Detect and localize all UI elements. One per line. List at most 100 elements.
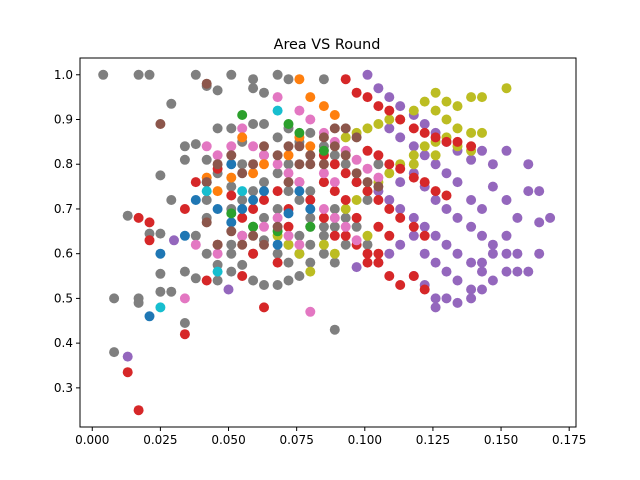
data-point (272, 150, 283, 161)
data-point (318, 159, 329, 170)
data-point (351, 212, 362, 223)
data-point (373, 248, 384, 259)
data-point (351, 221, 362, 232)
y-tick-label: 0.9 (54, 113, 73, 127)
data-point (373, 150, 384, 161)
data-point (122, 351, 133, 362)
data-point (259, 239, 269, 250)
data-point (430, 302, 441, 313)
data-point (179, 154, 190, 165)
data-point (226, 181, 237, 192)
data-point (226, 239, 237, 250)
data-point (294, 248, 305, 259)
data-point (212, 239, 223, 250)
data-point (283, 221, 294, 232)
data-point (395, 212, 406, 223)
data-point (272, 248, 283, 259)
data-point (362, 195, 373, 205)
data-point (122, 367, 133, 378)
data-point (340, 159, 351, 170)
data-point (329, 257, 340, 268)
data-point (452, 297, 463, 308)
data-point (201, 154, 212, 165)
data-point (259, 87, 269, 98)
data-point (305, 159, 316, 170)
data-point (430, 230, 441, 241)
data-point (294, 141, 305, 152)
y-tick-label: 0.7 (54, 202, 73, 216)
data-point (226, 208, 237, 219)
data-point (226, 190, 237, 201)
data-point (487, 275, 498, 286)
data-point (384, 195, 395, 205)
data-point (237, 271, 248, 281)
data-point (373, 221, 384, 232)
data-point (408, 150, 419, 161)
data-point (272, 132, 283, 143)
data-point (248, 186, 259, 197)
data-point (441, 239, 452, 250)
data-point (248, 119, 259, 129)
data-point (373, 172, 384, 183)
data-point (329, 186, 340, 197)
data-point (283, 257, 294, 268)
data-point (408, 230, 419, 241)
data-point (190, 230, 201, 241)
data-point (155, 170, 166, 181)
data-point (294, 230, 305, 241)
data-point (384, 92, 395, 103)
data-point (441, 168, 452, 179)
data-point (501, 248, 512, 259)
data-point (430, 132, 441, 143)
data-point (318, 177, 329, 188)
data-point (477, 92, 487, 103)
data-point (430, 150, 441, 161)
data-point (212, 159, 223, 170)
data-point (534, 217, 545, 228)
data-point (248, 83, 259, 94)
data-point (318, 248, 329, 259)
data-point (384, 105, 395, 116)
data-point (305, 150, 316, 161)
data-point (283, 239, 294, 250)
data-point (419, 221, 430, 232)
data-point (430, 105, 441, 116)
data-point (305, 92, 316, 103)
data-point (466, 293, 477, 304)
data-point (340, 221, 351, 232)
data-point (212, 275, 223, 286)
data-point (283, 230, 294, 241)
data-point (226, 123, 237, 134)
data-point (133, 69, 144, 80)
data-point (430, 87, 441, 98)
data-point (305, 239, 316, 250)
data-point (272, 92, 283, 103)
data-point (441, 293, 452, 304)
data-point (305, 127, 316, 138)
data-point (318, 239, 329, 250)
x-tick-label: 0.075 (279, 433, 313, 447)
plot-frame (79, 57, 577, 428)
data-point (419, 96, 430, 107)
data-point (318, 168, 329, 179)
data-point (351, 154, 362, 165)
data-point (452, 136, 463, 147)
data-point (329, 212, 340, 223)
data-point (294, 271, 305, 281)
data-point (190, 69, 201, 80)
data-point (501, 230, 512, 241)
data-point (452, 177, 463, 188)
data-point (523, 159, 534, 170)
data-point (237, 230, 248, 241)
data-point (237, 204, 248, 214)
data-point (318, 132, 329, 143)
data-point (408, 172, 419, 183)
y-tick-label: 0.3 (54, 381, 73, 395)
data-point (122, 210, 133, 221)
data-point (419, 230, 430, 241)
data-point (340, 230, 351, 241)
data-point (179, 293, 190, 304)
data-point (212, 85, 223, 96)
data-point (373, 119, 384, 129)
